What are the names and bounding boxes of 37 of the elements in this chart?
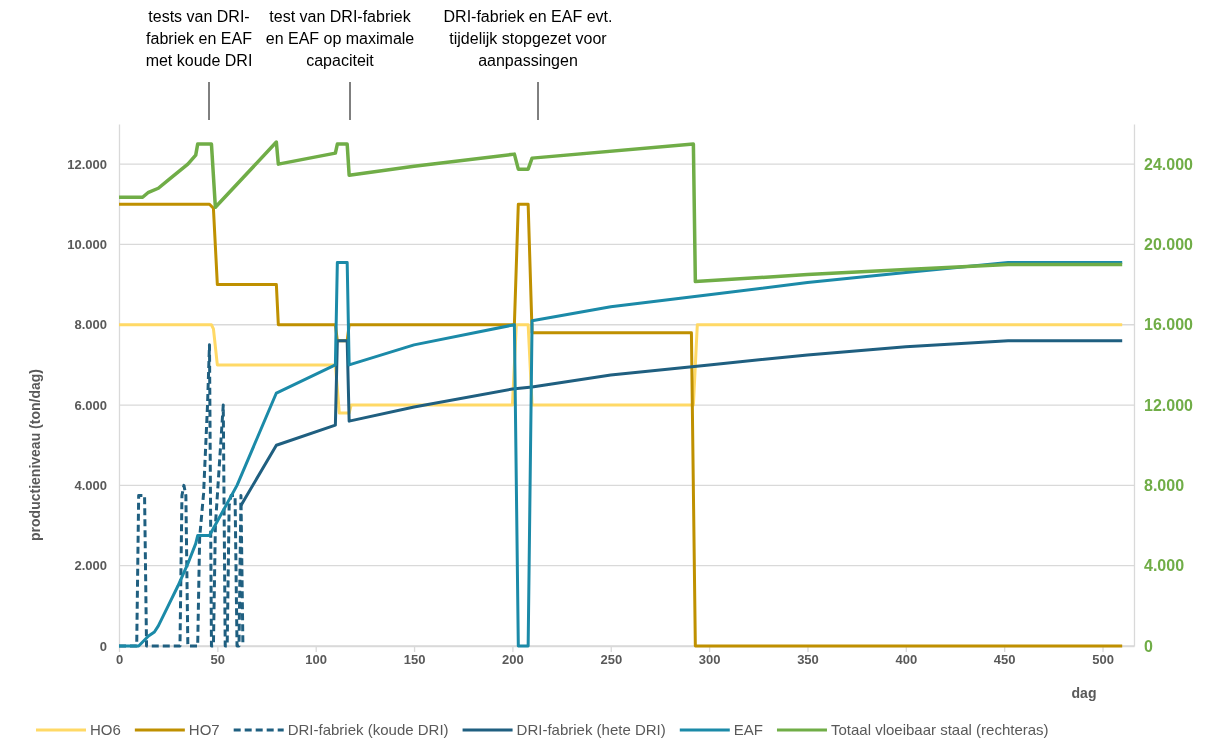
x-axis-title: dag bbox=[1071, 685, 1097, 701]
y2-tick-label: 20.000 bbox=[1144, 236, 1194, 254]
x-tick-label: 400 bbox=[895, 652, 918, 668]
y-tick-label: 0 bbox=[99, 638, 107, 654]
y2-tick-label: 24.000 bbox=[1144, 155, 1194, 173]
legend-label: DRI-fabriek (koude DRI) bbox=[287, 721, 449, 738]
text: test van DRI-fabriek en EAF op maximale capaciteit bbox=[265, 8, 415, 69]
y-axis-title: productieniveau (ton/dag) bbox=[27, 369, 43, 541]
x-tick-label: 200 bbox=[502, 652, 524, 668]
x-tick-label: 100 bbox=[305, 652, 328, 668]
x-tick-label: 450 bbox=[993, 652, 1016, 668]
legend-label: HO6 bbox=[90, 721, 121, 738]
legend-label: Totaal vloeibaar staal (rechteras) bbox=[830, 721, 1049, 738]
y-tick-label: 4.000 bbox=[74, 478, 107, 494]
y2-tick-label: 16.000 bbox=[1144, 316, 1194, 334]
x-tick-label: 50 bbox=[210, 652, 226, 668]
text: DRI-fabriek en EAF evt. tijdelijk stopgezet voor aanpassingen bbox=[443, 8, 613, 69]
y-tick-label: 8.000 bbox=[74, 317, 107, 333]
text: tests van DRI- fabriek en EAF met koude DRI bbox=[145, 8, 253, 69]
line-series bbox=[117, 140, 1124, 284]
x-tick-label: 300 bbox=[698, 652, 721, 668]
y-tick-label: 12.000 bbox=[67, 156, 107, 172]
y2-tick-label: 12.000 bbox=[1144, 396, 1194, 414]
y2-tick-label: 4.000 bbox=[1144, 557, 1185, 575]
legend-label: HO7 bbox=[188, 721, 220, 738]
x-tick-label: 250 bbox=[600, 652, 623, 668]
x-tick-label: 150 bbox=[403, 652, 426, 668]
y-tick-label: 10.000 bbox=[67, 237, 107, 253]
y-tick-label: 2.000 bbox=[74, 558, 107, 574]
x-tick-label: 0 bbox=[115, 652, 124, 668]
legend-label: DRI-fabriek (hete DRI) bbox=[516, 721, 666, 738]
y2-tick-label: 0 bbox=[1144, 637, 1153, 655]
x-tick-label: 350 bbox=[797, 652, 819, 668]
y-tick-label: 6.000 bbox=[74, 397, 107, 413]
x-tick-label: 500 bbox=[1092, 652, 1114, 668]
legend-label: EAF bbox=[733, 721, 763, 738]
y2-tick-label: 8.000 bbox=[1144, 477, 1185, 494]
